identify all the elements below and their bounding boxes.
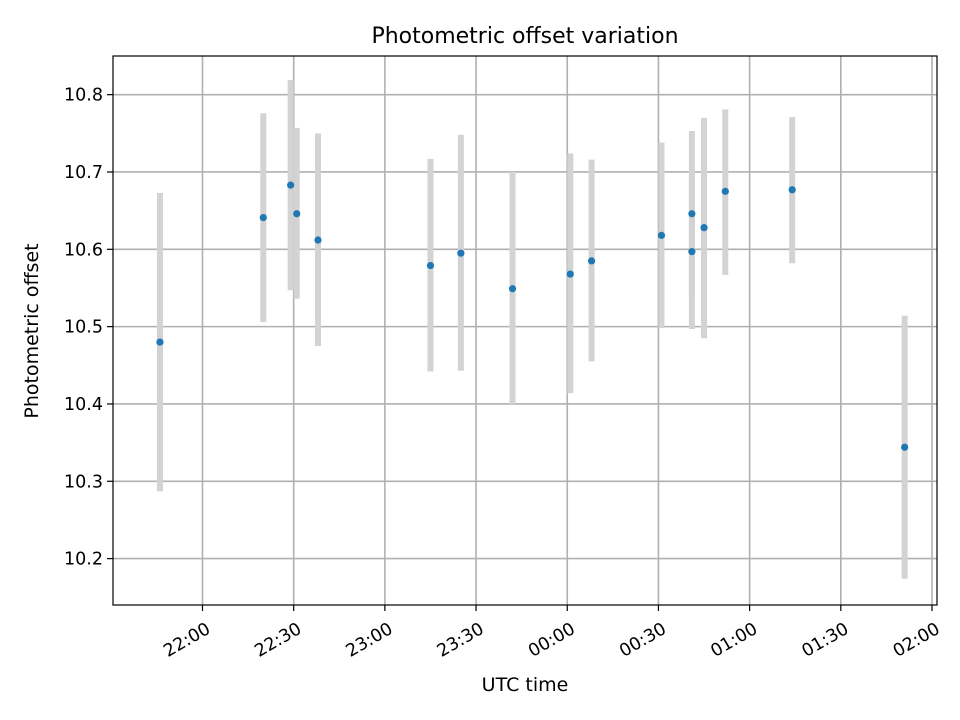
- grid: [113, 56, 937, 605]
- data-point: [259, 214, 267, 222]
- data-point: [426, 261, 435, 270]
- x-tick-label: 22:00: [160, 619, 214, 662]
- x-tick-label: 00:00: [525, 619, 579, 662]
- y-axis: 10.2 10.3 10.4 10.5 10.6 10.7 10.8: [64, 86, 113, 570]
- plot-frame: [112, 55, 938, 606]
- x-tick-label: 01:30: [799, 619, 853, 662]
- data-point: [508, 285, 517, 293]
- y-tick-label: 10.3: [64, 472, 103, 492]
- data-point: [700, 224, 708, 232]
- data-point: [587, 257, 596, 265]
- x-tick-label: 01:00: [707, 619, 761, 662]
- data-point: [721, 187, 729, 195]
- y-tick-label: 10.4: [64, 395, 103, 415]
- x-tick-label: 00:30: [616, 619, 670, 662]
- data-points: [156, 181, 909, 451]
- x-tick-label: 02:00: [890, 619, 944, 662]
- data-point: [156, 338, 164, 346]
- y-tick-label: 10.7: [64, 163, 103, 183]
- y-tick-label: 10.5: [64, 318, 103, 338]
- data-point: [901, 443, 909, 451]
- y-tick-label: 10.2: [64, 550, 103, 570]
- y-tick-label: 10.6: [64, 240, 103, 260]
- y-axis-label: Photometric offset: [21, 243, 43, 418]
- data-point: [566, 270, 574, 278]
- data-point: [314, 236, 322, 244]
- x-tick-label: 23:30: [434, 619, 488, 662]
- error-bars: [156, 79, 908, 579]
- data-point: [688, 210, 696, 218]
- data-point: [287, 181, 295, 189]
- data-point: [657, 231, 666, 239]
- data-point: [788, 186, 796, 194]
- data-point: [688, 248, 696, 256]
- data-point: [293, 210, 301, 218]
- x-axis-label: UTC time: [482, 674, 569, 696]
- x-axis: 22:00 22:30 23:00 23:30 00:00 00:30 01:00 01:30…: [160, 605, 944, 662]
- x-tick-label: 22:30: [252, 619, 306, 662]
- data-point: [457, 249, 465, 257]
- y-tick-label: 10.8: [64, 86, 103, 106]
- chart-title: Photometric offset variation: [371, 24, 678, 49]
- x-tick-label: 23:00: [343, 619, 397, 662]
